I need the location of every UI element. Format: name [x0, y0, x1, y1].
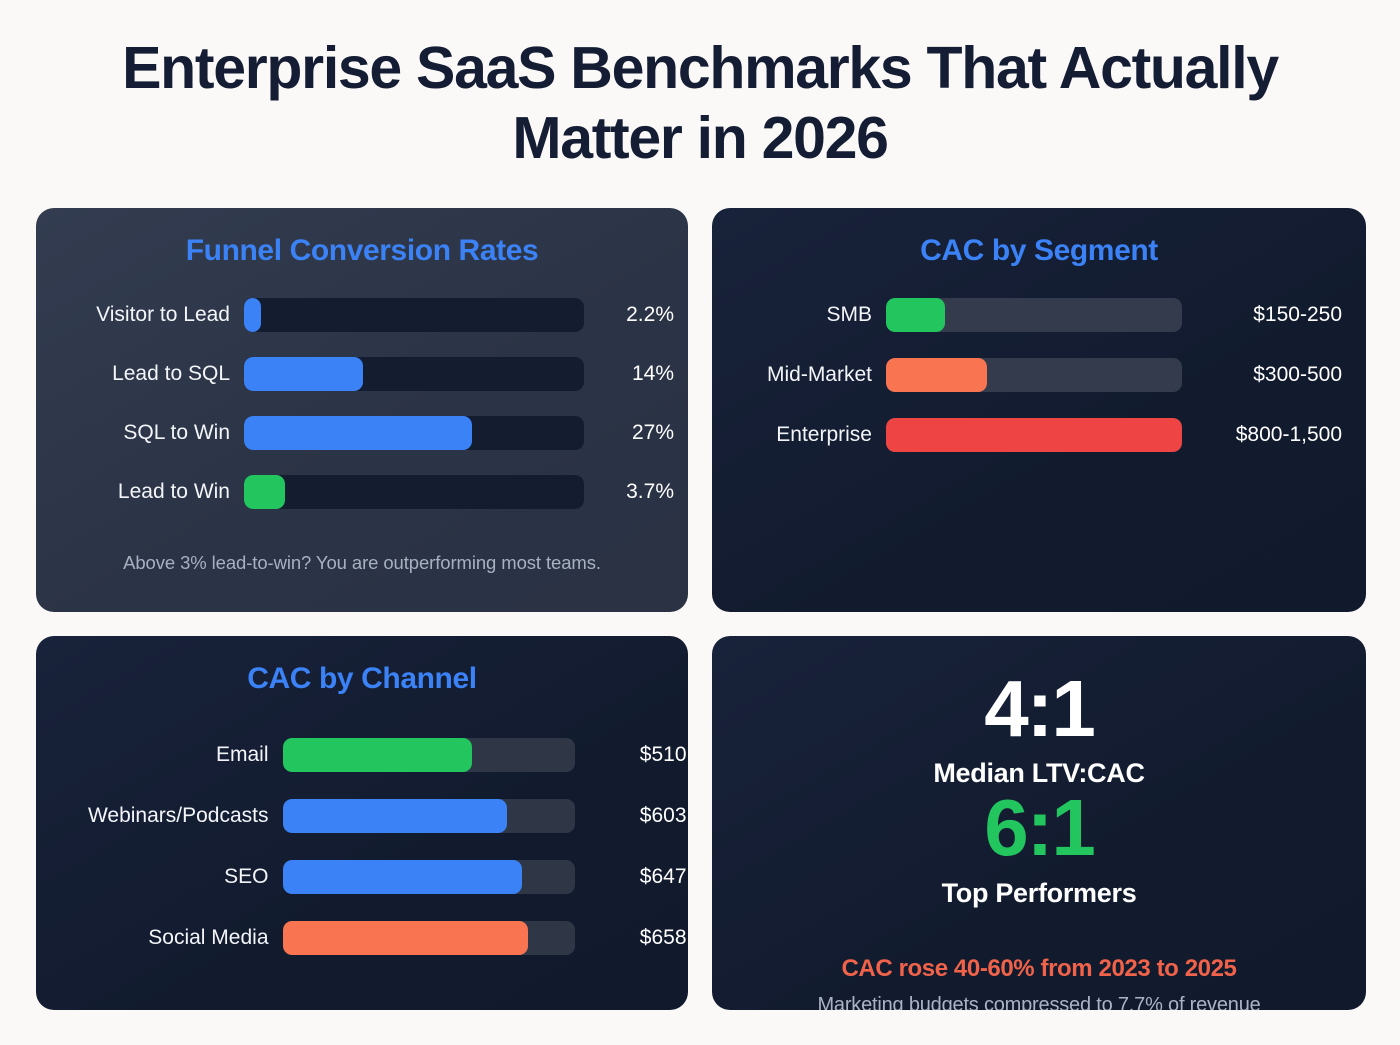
segment-bar-track: [886, 358, 1182, 392]
card-funnel-conversion-rates: Funnel Conversion Rates Visitor to Lead …: [36, 208, 688, 612]
segment-bar-fill: [886, 298, 946, 332]
kpi-footnote: Marketing budgets compressed to 7.7% of …: [817, 993, 1261, 1010]
funnel-bar-fill: [244, 357, 363, 391]
channel-row: Email $510: [38, 730, 687, 780]
funnel-row: Lead to SQL 14%: [66, 349, 674, 399]
channel-row: SEO $647: [38, 852, 687, 902]
kpi-alert-text: CAC rose 40-60% from 2023 to 2025: [841, 954, 1237, 982]
funnel-bar-fill: [244, 475, 285, 509]
segment-inner: SMB $150-250 Mid-Market $300-500: [742, 290, 1342, 470]
channel-row-label: Webinars/Podcasts: [87, 804, 269, 827]
segment-bar-track: [886, 418, 1182, 452]
channel-bar-list: Email $510 Webinars/Podcasts $603: [38, 730, 687, 974]
channel-bar-fill: [282, 738, 473, 772]
funnel-row-label: SQL to Win: [123, 421, 230, 444]
funnel-row-label: Lead to Win: [117, 480, 230, 503]
channel-card-title: CAC by Channel: [247, 662, 477, 695]
card-cac-by-channel: CAC by Channel Email $510 Webinars/Podca…: [36, 636, 688, 1010]
page-title-wrapper: Enterprise SaaS Benchmarks That Actually…: [0, 0, 1400, 173]
channel-row-label: Email: [215, 743, 269, 766]
card-cac-by-segment: CAC by Segment SMB $150-250 Mid-Market: [712, 208, 1366, 612]
channel-row-label: Social Media: [148, 926, 269, 949]
segment-row-label: SMB: [826, 303, 872, 326]
funnel-bar-fill: [244, 298, 261, 332]
channel-bar-fill: [282, 921, 528, 955]
segment-bar-fill: [886, 418, 1182, 452]
funnel-bar-fill: [244, 416, 472, 450]
funnel-row-value: 2.2%: [626, 303, 674, 326]
segment-row: SMB $150-250: [736, 290, 1342, 340]
channel-row: Webinars/Podcasts $603: [38, 791, 687, 841]
funnel-row-label: Lead to SQL: [112, 362, 230, 385]
segment-card-title: CAC by Segment: [920, 234, 1158, 267]
channel-bar-fill: [282, 799, 508, 833]
segment-bar-list: SMB $150-250 Mid-Market $300-500: [736, 290, 1342, 470]
funnel-row-value: 3.7%: [626, 480, 674, 503]
kpi-secondary-value: 6:1: [984, 783, 1096, 873]
channel-row-value: $603: [639, 804, 687, 827]
channel-bar-track: [282, 921, 575, 955]
funnel-row: SQL to Win 27%: [66, 408, 674, 458]
funnel-row-label: Visitor to Lead: [96, 303, 230, 326]
funnel-bar-track: [244, 298, 584, 332]
funnel-bar-track: [244, 416, 584, 450]
channel-row-label: SEO: [224, 865, 269, 888]
segment-row-value: $150-250: [1253, 303, 1342, 326]
channel-row-value: $510: [639, 743, 687, 766]
segment-row-label: Enterprise: [776, 423, 872, 446]
segment-row: Enterprise $800-1,500: [736, 410, 1342, 460]
segment-row-label: Mid-Market: [766, 363, 872, 386]
channel-bar-fill: [282, 860, 522, 894]
kpi-primary-label: Median LTV:CAC: [933, 758, 1145, 789]
segment-bar-fill: [886, 358, 987, 392]
funnel-row: Visitor to Lead 2.2%: [66, 290, 674, 340]
channel-bar-track: [282, 738, 575, 772]
channel-inner: Email $510 Webinars/Podcasts $603: [66, 730, 687, 974]
card-ltv-cac-kpis: 4:1 Median LTV:CAC 6:1 Top Performers CA…: [712, 636, 1366, 1010]
funnel-bar-track: [244, 475, 584, 509]
funnel-footnote: Above 3% lead-to-win? You are outperform…: [123, 552, 601, 573]
segment-row: Mid-Market $300-500: [736, 350, 1342, 400]
funnel-card-title: Funnel Conversion Rates: [185, 234, 539, 267]
segment-bar-track: [886, 298, 1182, 332]
cards-grid: Funnel Conversion Rates Visitor to Lead …: [36, 208, 1366, 1010]
page-title: Enterprise SaaS Benchmarks That Actually…: [122, 35, 1279, 171]
funnel-bar-track: [244, 357, 584, 391]
segment-row-value: $300-500: [1253, 363, 1342, 386]
kpi-secondary-label: Top Performers: [941, 877, 1137, 908]
funnel-row-value: 27%: [631, 421, 674, 444]
channel-row-value: $658: [639, 926, 687, 949]
funnel-row-value: 14%: [631, 362, 674, 385]
channel-row: Social Media $658: [38, 913, 687, 963]
funnel-row: Lead to Win 3.7%: [66, 467, 674, 517]
segment-row-value: $800-1,500: [1235, 423, 1342, 446]
channel-row-value: $647: [639, 865, 687, 888]
channel-bar-track: [282, 799, 575, 833]
funnel-bar-list: Visitor to Lead 2.2% Lead to SQL 14% SQL…: [66, 290, 674, 526]
kpi-primary-value: 4:1: [984, 664, 1096, 753]
channel-bar-track: [282, 860, 575, 894]
